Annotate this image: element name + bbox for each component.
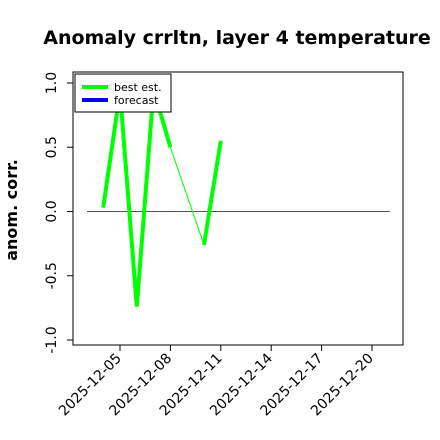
y-tick-label: -1.0 [44, 326, 60, 353]
legend-label: best est. [114, 81, 162, 94]
chart-title: Anomaly crrltn, layer 4 temperature [43, 27, 431, 49]
legend-label: forecast [114, 94, 159, 107]
series-line-best-est [101, 88, 173, 307]
y-axis-label: anom. corr. [2, 159, 21, 261]
plot-area: -1.0-0.50.00.51.02025-12-052025-12-08202… [44, 71, 404, 419]
series-line-best-est [202, 140, 223, 246]
y-tick-label: -0.5 [44, 262, 60, 289]
legend-box [74, 73, 172, 113]
y-tick-label: 0.0 [44, 200, 60, 222]
series-line-best-est [169, 147, 205, 246]
y-tick-label: 0.5 [44, 136, 60, 158]
y-tick-label: 1.0 [44, 72, 60, 94]
plot-frame [72, 71, 404, 346]
